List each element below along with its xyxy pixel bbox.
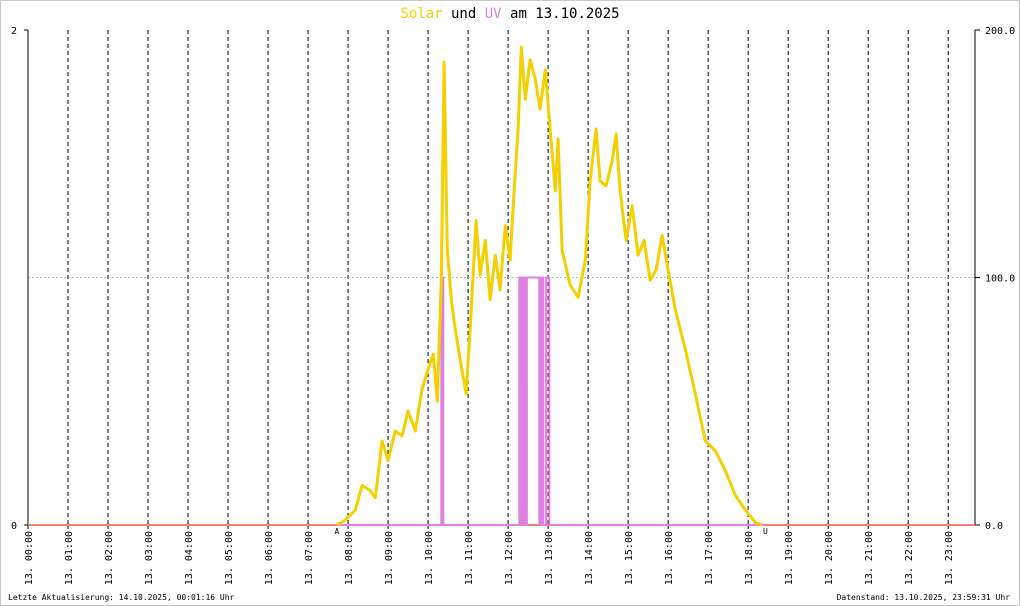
x-tick-label: 13. 10:00 [424, 531, 435, 585]
y2-tick-label: 100.0 [985, 274, 1015, 285]
x-tick-label: 13. 21:00 [864, 531, 875, 585]
x-tick-label: 13. 11:00 [464, 531, 475, 585]
x-tick-label: 13. 00:00 [24, 531, 35, 585]
chart-title: Solar und UV am 13.10.2025 [400, 6, 619, 22]
x-tick-label: 13. 16:00 [664, 531, 675, 585]
y2-tick-label: 0.0 [985, 521, 1003, 532]
title-suffix: am 13.10.2025 [510, 6, 620, 22]
x-tick-label: 13. 17:00 [704, 531, 715, 585]
x-tick-label: 13. 09:00 [384, 531, 395, 585]
series-line [336, 276, 766, 526]
x-tick-label: 13. 23:00 [944, 531, 955, 585]
x-tick-label: 13. 01:00 [64, 531, 75, 585]
x-tick-label: 13. 13:00 [544, 531, 555, 585]
x-tick-label: 13. 03:00 [144, 531, 155, 585]
x-tick-label: 13. 15:00 [624, 531, 635, 585]
x-tick-label: 13. 19:00 [784, 531, 795, 585]
x-tick-label: 13. 04:00 [184, 531, 195, 585]
title-solar: Solar [400, 6, 442, 22]
y-tick-label: 0 [11, 521, 17, 532]
annotation: A [334, 527, 339, 536]
title-joiner: und [451, 6, 476, 22]
x-tick-label: 13. 20:00 [824, 531, 835, 585]
footer-left: Letzte Aktualisierung: 14.10.2025, 00:01… [8, 593, 235, 602]
title-uv: UV [485, 6, 502, 22]
x-tick-label: 13. 12:00 [504, 531, 515, 585]
x-tick-label: 13. 02:00 [104, 531, 115, 585]
x-tick-label: 13. 05:00 [224, 531, 235, 585]
x-tick-label: 13. 06:00 [264, 531, 275, 585]
y2-tick-label: 200.0 [985, 26, 1015, 37]
y-tick-label: 2 [11, 26, 17, 37]
series-line [336, 45, 763, 527]
footer-right: Datenstand: 13.10.2025, 23:59:31 Uhr [837, 593, 1011, 602]
x-tick-label: 13. 22:00 [904, 531, 915, 585]
x-tick-label: 13. 08:00 [344, 531, 355, 585]
annotation: U [763, 527, 768, 536]
x-tick-label: 13. 18:00 [744, 531, 755, 585]
x-tick-label: 13. 07:00 [304, 531, 315, 585]
x-tick-label: 13. 14:00 [584, 531, 595, 585]
